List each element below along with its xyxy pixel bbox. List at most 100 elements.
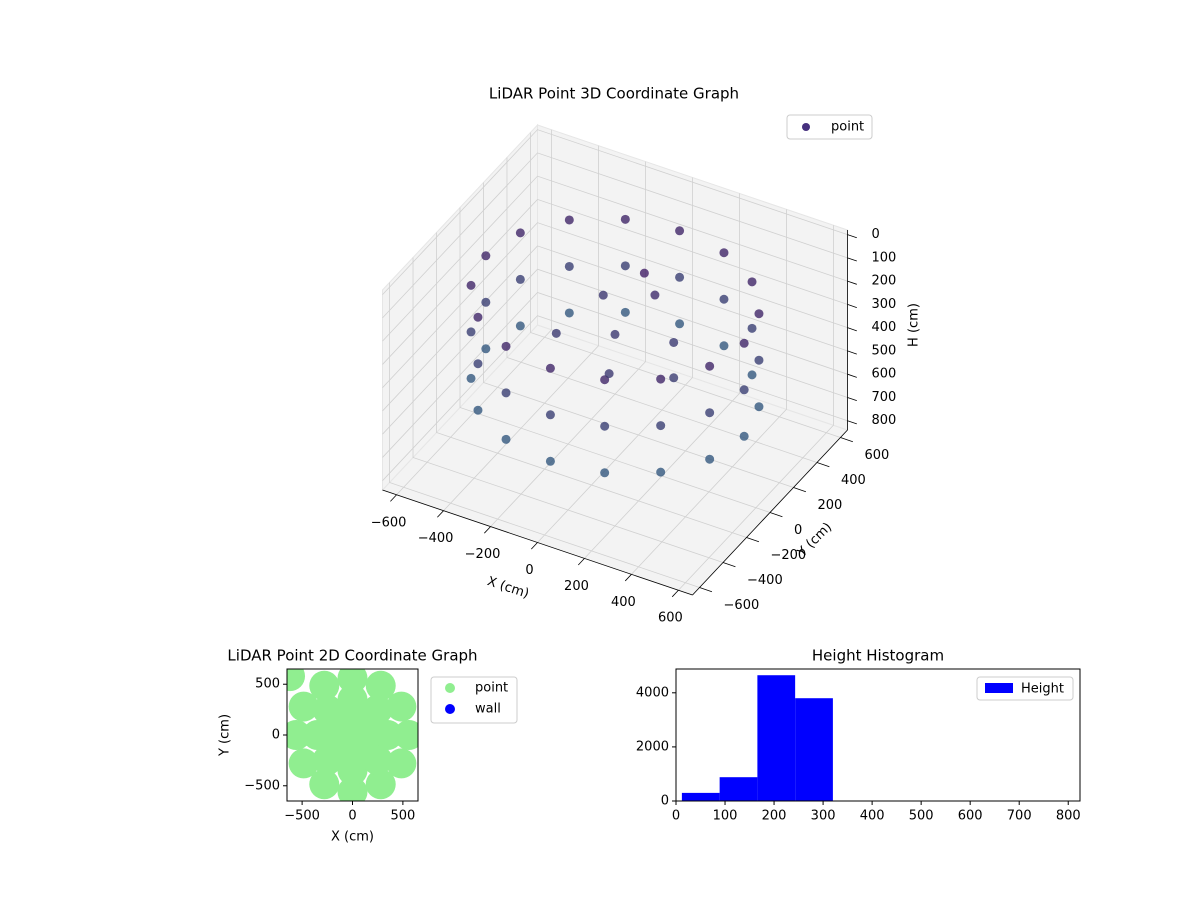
bar [681,792,720,801]
z-tick-label: 700 [872,390,897,405]
x-axis-label: X (cm) [331,830,374,845]
point [620,214,630,224]
chart-title: LiDAR Point 3D Coordinate Graph [489,85,739,103]
tick-mark [577,558,585,566]
x-tick-label: 700 [1007,809,1032,824]
legend-box [976,676,1074,701]
grid-line [382,152,848,319]
point [669,373,679,383]
point [309,670,340,701]
tick-mark [746,537,760,543]
tick-mark [847,327,857,332]
point [501,388,511,398]
point [545,363,555,373]
y-tick-label: 200 [817,498,842,513]
z-tick-label: 800 [872,413,897,428]
z-tick-label: 600 [872,367,897,382]
x-tick-label: 400 [860,809,885,824]
point [747,323,757,333]
legend-marker [445,704,455,714]
tick-mark [699,587,713,593]
point [639,268,649,278]
point [675,272,685,282]
frame [675,668,1081,802]
grid-line [382,129,848,295]
chart-title: Height Histogram [812,647,944,665]
point [473,405,483,415]
tick-mark [769,512,783,518]
x-tick-label: −600 [371,515,407,530]
point [287,669,306,692]
point [288,748,319,779]
point [675,319,685,329]
x-tick-label: −200 [465,547,501,562]
x-tick-label: 500 [909,809,934,824]
z-axis-label: H (cm) [907,303,922,347]
grid-line [459,207,771,513]
point [600,468,610,478]
x-tick-label: 600 [658,611,683,626]
z-tick-label: 400 [872,320,897,335]
x-axis [382,489,693,596]
point [515,321,525,331]
point [337,720,368,750]
point [473,359,483,369]
point [515,274,525,284]
grid-line [412,257,724,563]
legend-label: point [831,120,864,135]
point [739,431,749,441]
x-tick-label: 0 [525,563,533,578]
point [656,467,666,477]
z-tick-label: 300 [872,297,897,312]
grid-line [389,282,700,588]
x-tick-label: 200 [564,579,589,594]
tick-mark [624,574,632,582]
tick-mark [847,373,857,378]
grid-line [382,245,848,412]
x-tick-label: 0 [672,809,680,824]
tick-mark [793,487,807,493]
legend-label: wall [475,702,501,717]
tick-mark [671,589,679,598]
point [481,251,491,261]
tick-mark [390,494,397,502]
point [719,294,729,304]
y-tick-label: 500 [255,677,280,692]
point [747,370,757,380]
x-axis-label: X (cm) [485,574,531,602]
tick-mark [847,397,857,401]
grid-line [382,291,848,458]
y-tick-label: 0 [794,523,802,538]
point [466,280,476,290]
x-tick-label: 800 [1056,809,1081,824]
grid-line [382,222,848,388]
y-tick-label: 0 [661,794,669,809]
frame [286,668,419,802]
point [312,745,343,776]
grid-line [584,193,740,559]
y-axis [692,429,848,596]
x-tick-label: −500 [284,809,320,824]
point [501,341,511,351]
z-tick-label: 100 [872,250,897,265]
point [473,312,483,322]
point [610,329,620,339]
point [564,308,574,318]
x-tick-label: 400 [611,595,636,610]
point [719,341,729,351]
bar [757,675,796,801]
y-tick-label: −500 [244,778,280,793]
point [312,694,343,725]
legend-label: point [475,681,508,696]
tick-mark [847,420,857,425]
tick-mark [847,234,857,239]
legend-marker [802,123,810,131]
point [739,338,749,348]
point [551,328,561,338]
point [719,248,729,258]
tick-mark [816,462,830,468]
point [598,290,608,300]
point [754,402,764,412]
point [656,421,666,431]
